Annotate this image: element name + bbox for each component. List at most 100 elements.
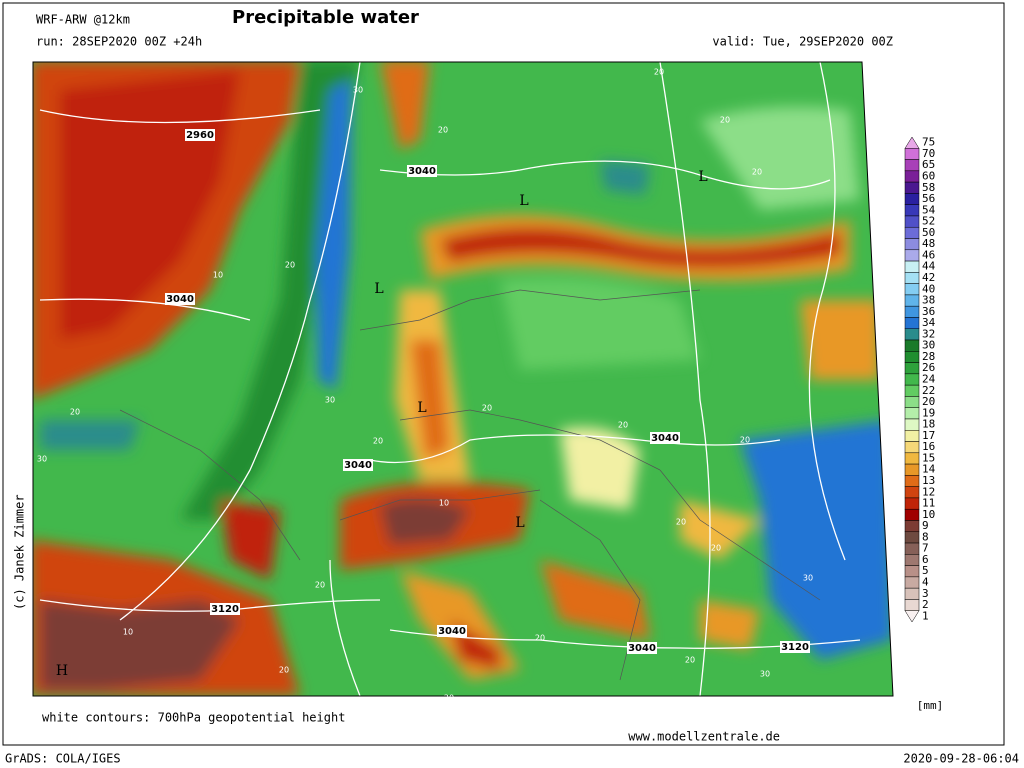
colorbar-label: 13 <box>922 474 935 487</box>
colorbar-label: 24 <box>922 373 936 386</box>
colorbar-swatch <box>904 565 920 578</box>
contour-label: 30 <box>760 670 770 679</box>
colorbar-label: 7 <box>922 542 929 555</box>
colorbar-swatch <box>904 520 920 533</box>
colorbar-label: 44 <box>922 260 936 273</box>
contour-label: 10 <box>439 499 449 508</box>
colorbar-label: 15 <box>922 451 935 464</box>
colorbar-swatch <box>904 599 920 611</box>
contour-label: 20 <box>676 518 686 527</box>
contour-label: 20 <box>740 436 750 445</box>
contour-label-bg <box>407 165 437 177</box>
pressure-center: L <box>515 515 524 531</box>
colorbar-swatch <box>904 587 920 600</box>
colorbar-label: 65 <box>922 158 935 171</box>
colorbar-label: 34 <box>922 316 936 329</box>
colorbar-label: 19 <box>922 406 935 419</box>
colorbar-swatch <box>904 249 920 262</box>
colorbar-swatch <box>904 238 920 251</box>
colorbar-label: 32 <box>922 327 935 340</box>
colorbar-swatch <box>904 283 920 296</box>
contours <box>39 62 861 696</box>
colorbar-label: 11 <box>922 497 935 510</box>
colorbar-swatch <box>904 531 920 544</box>
colorbar-label: 46 <box>922 248 935 261</box>
colorbar-swatch <box>904 204 920 217</box>
contour-label: 10 <box>123 628 133 637</box>
contour-label: 3040 <box>166 294 194 305</box>
colorbar-label: 26 <box>922 361 935 374</box>
contour-label: 30 <box>353 86 363 95</box>
colorbar-label: 38 <box>922 294 935 307</box>
colorbar-label: 6 <box>922 553 929 566</box>
pressure-center: L <box>417 400 426 416</box>
colorbar-label: 70 <box>922 147 935 160</box>
colorbar-swatch <box>904 441 920 454</box>
contour-label-bg <box>210 603 240 615</box>
colorbar-label: 48 <box>922 237 935 250</box>
contour-label: 20 <box>711 544 721 553</box>
colorbar-label: 42 <box>922 271 935 284</box>
contour-label-bg <box>437 625 467 637</box>
colorbar-swatch <box>904 452 920 465</box>
map-border <box>32 61 894 697</box>
colorbar-swatch <box>904 181 920 194</box>
contour-label: 2960 <box>186 130 214 141</box>
pressure-center: L <box>698 169 707 185</box>
colorbar-label: 54 <box>922 203 936 216</box>
map-title: Precipitable water <box>232 7 419 28</box>
contour-label-bg <box>627 642 657 654</box>
website: www.modellzentrale.de <box>628 730 780 744</box>
contour-label: 20 <box>654 68 664 77</box>
colorbar-label: 9 <box>922 519 929 532</box>
colorbar-swatch <box>904 508 920 521</box>
colorbar-swatch <box>904 260 920 273</box>
colorbar-label: 22 <box>922 384 935 397</box>
colorbar-swatch <box>904 576 920 589</box>
colorbar-label: 58 <box>922 181 935 194</box>
contour-label: 20 <box>285 261 295 270</box>
colorbar-label: 28 <box>922 350 935 363</box>
colorbar-swatch <box>904 396 920 408</box>
colorbar-swatch <box>904 339 920 352</box>
contour-label: 20 <box>535 634 545 643</box>
legend-note: white contours: 700hPa geopotential heig… <box>42 711 345 725</box>
colorbar-swatch <box>904 305 920 318</box>
colorbar-swatch <box>904 430 920 442</box>
contour-label: 3040 <box>438 626 466 637</box>
run-time: run: 28SEP2020 00Z +24h <box>36 35 202 49</box>
colorbar-swatch <box>904 497 920 510</box>
timestamp: 2020-09-28-06:04 <box>903 752 1019 766</box>
contour-label: 20 <box>438 126 448 135</box>
colorbar-swatch <box>904 373 920 386</box>
colorbar-label: 56 <box>922 192 935 205</box>
colorbar-swatch <box>904 463 920 476</box>
contour-label: 20 <box>70 408 80 417</box>
colorbar-label: 40 <box>922 282 935 295</box>
colorbar-swatch <box>904 148 920 160</box>
pressure-center: L <box>374 281 383 297</box>
colorbar-label: 12 <box>922 485 935 498</box>
colorbar-swatch <box>904 226 920 239</box>
model-name: WRF-ARW @12km <box>36 13 130 27</box>
frame <box>2 2 1005 746</box>
colorbar-swatch <box>904 328 920 341</box>
colorbar-label: 52 <box>922 215 935 228</box>
contour-label: 3120 <box>211 604 239 615</box>
colorbar-swatch <box>904 384 920 397</box>
colorbar-label: 30 <box>922 339 935 352</box>
contour-label: 3040 <box>344 460 372 471</box>
colorbar-swatch <box>904 475 920 487</box>
colorbar-label: 36 <box>922 305 935 318</box>
colorbar-label: 50 <box>922 226 935 239</box>
pressure-center: L <box>519 193 528 209</box>
pressure-center: H <box>56 663 68 679</box>
colorbar-unit: [mm] <box>917 699 944 712</box>
colorbar-label: 14 <box>922 463 936 476</box>
colorbar-swatch <box>904 193 920 205</box>
contour-label-bg <box>165 293 195 305</box>
colorbar-cap <box>904 610 920 623</box>
colorbar-label: 17 <box>922 429 935 442</box>
